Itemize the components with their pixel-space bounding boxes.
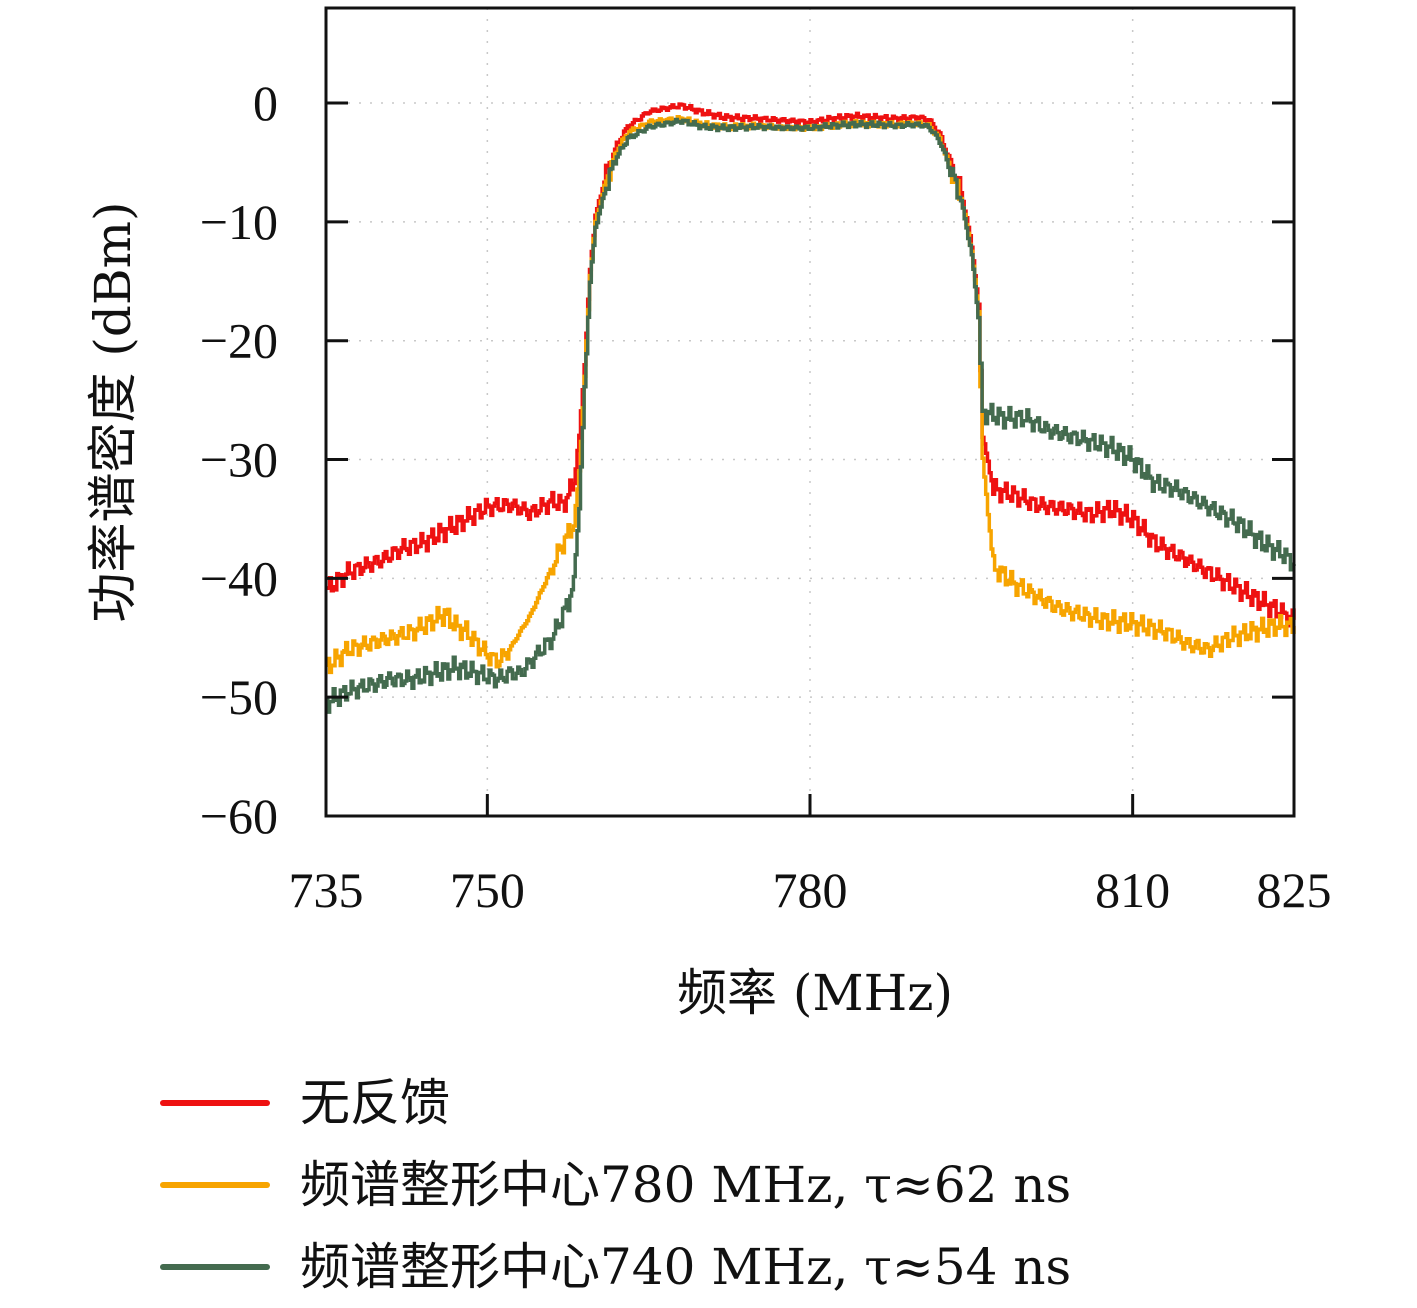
legend-swatch-green bbox=[160, 1264, 270, 1270]
x-tick-label: 810 bbox=[1095, 862, 1170, 918]
legend-item-shaping-780: 频谱整形中心780 MHz, τ≈62 ns bbox=[160, 1144, 1400, 1226]
legend-label: 频谱整形中心740 MHz, τ≈54 ns bbox=[300, 1238, 1072, 1296]
series-line-1 bbox=[326, 114, 1296, 675]
y-tick-label: −30 bbox=[200, 432, 278, 488]
x-tick-label: 780 bbox=[773, 862, 848, 918]
x-tick-label: 825 bbox=[1257, 862, 1332, 918]
x-tick-label: 735 bbox=[289, 862, 364, 918]
grid-lines bbox=[326, 8, 1294, 816]
legend-item-no-feedback: 无反馈 bbox=[160, 1062, 1400, 1144]
x-axis-title: 频率 (MHz) bbox=[677, 964, 953, 1022]
y-tick-label: −10 bbox=[200, 194, 278, 250]
series-line-0 bbox=[326, 102, 1296, 628]
y-tick-label: −50 bbox=[200, 669, 278, 725]
y-axis-title: 功率谱密度 (dBm) bbox=[84, 201, 142, 622]
y-tick-label: 0 bbox=[253, 75, 278, 131]
y-tick-label: −60 bbox=[200, 788, 278, 844]
y-tick-label: −20 bbox=[200, 313, 278, 369]
legend-label: 无反馈 bbox=[300, 1074, 450, 1132]
series-lines bbox=[326, 102, 1296, 714]
legend: 无反馈 频谱整形中心780 MHz, τ≈62 ns 频谱整形中心740 MHz… bbox=[160, 1062, 1400, 1308]
legend-swatch-orange bbox=[160, 1182, 270, 1188]
legend-label: 频谱整形中心780 MHz, τ≈62 ns bbox=[300, 1156, 1072, 1214]
y-tick-label: −40 bbox=[200, 550, 278, 606]
series-line-2 bbox=[326, 117, 1296, 714]
legend-swatch-red bbox=[160, 1100, 270, 1106]
x-tick-label: 750 bbox=[450, 862, 525, 918]
legend-item-shaping-740: 频谱整形中心740 MHz, τ≈54 ns bbox=[160, 1226, 1400, 1308]
